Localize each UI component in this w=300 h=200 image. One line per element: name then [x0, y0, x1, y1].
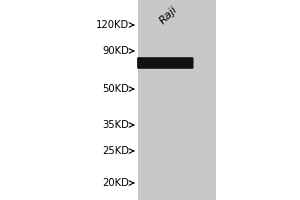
Text: 35KD: 35KD: [102, 120, 129, 130]
Text: 90KD: 90KD: [102, 46, 129, 56]
Text: 25KD: 25KD: [102, 146, 129, 156]
Text: 120KD: 120KD: [96, 20, 129, 30]
Text: 20KD: 20KD: [102, 178, 129, 188]
FancyBboxPatch shape: [137, 57, 194, 69]
Text: Raji: Raji: [158, 4, 179, 26]
Text: 50KD: 50KD: [102, 84, 129, 94]
Bar: [138, 0, 216, 200]
